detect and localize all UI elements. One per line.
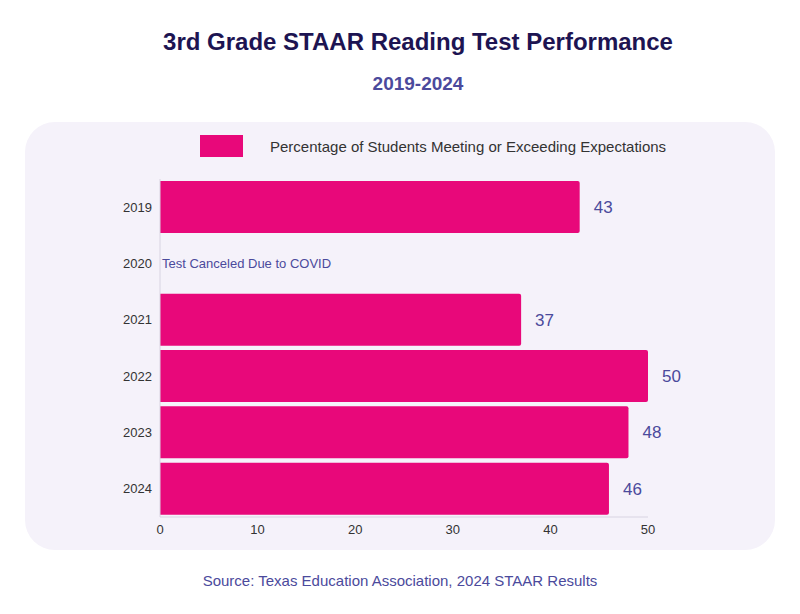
svg-text:2020: 2020 <box>123 256 152 271</box>
svg-text:50: 50 <box>662 367 681 386</box>
svg-text:46: 46 <box>623 480 642 499</box>
svg-text:2022: 2022 <box>123 369 152 384</box>
svg-text:2019: 2019 <box>123 200 152 215</box>
svg-text:40: 40 <box>543 522 557 537</box>
svg-text:2023: 2023 <box>123 425 152 440</box>
html-text:Source: Texas Education Associ: Source: Texas Education Association, 202… <box>202 572 598 589</box>
svg-text:2024: 2024 <box>123 481 152 496</box>
svg-text:10: 10 <box>250 522 264 537</box>
svg-text:43: 43 <box>594 198 613 217</box>
svg-text:0: 0 <box>156 522 163 537</box>
svg-text:50: 50 <box>641 522 655 537</box>
svg-text:30: 30 <box>446 522 460 537</box>
svg-text:Test Canceled Due to COVID: Test Canceled Due to COVID <box>162 256 331 271</box>
svg-text:2021: 2021 <box>123 312 152 327</box>
svg-text:20: 20 <box>348 522 362 537</box>
html-text:Percentage of Students Meeting: Percentage of Students Meeting or Exceed… <box>270 137 667 155</box>
svg-text:48: 48 <box>642 423 661 442</box>
html-text:2019-2024: 2019-2024 <box>372 73 464 94</box>
html-text:3rd Grade STAAR Reading Test P: 3rd Grade STAAR Reading Test Performance <box>163 28 673 55</box>
svg-text:37: 37 <box>535 311 554 330</box>
